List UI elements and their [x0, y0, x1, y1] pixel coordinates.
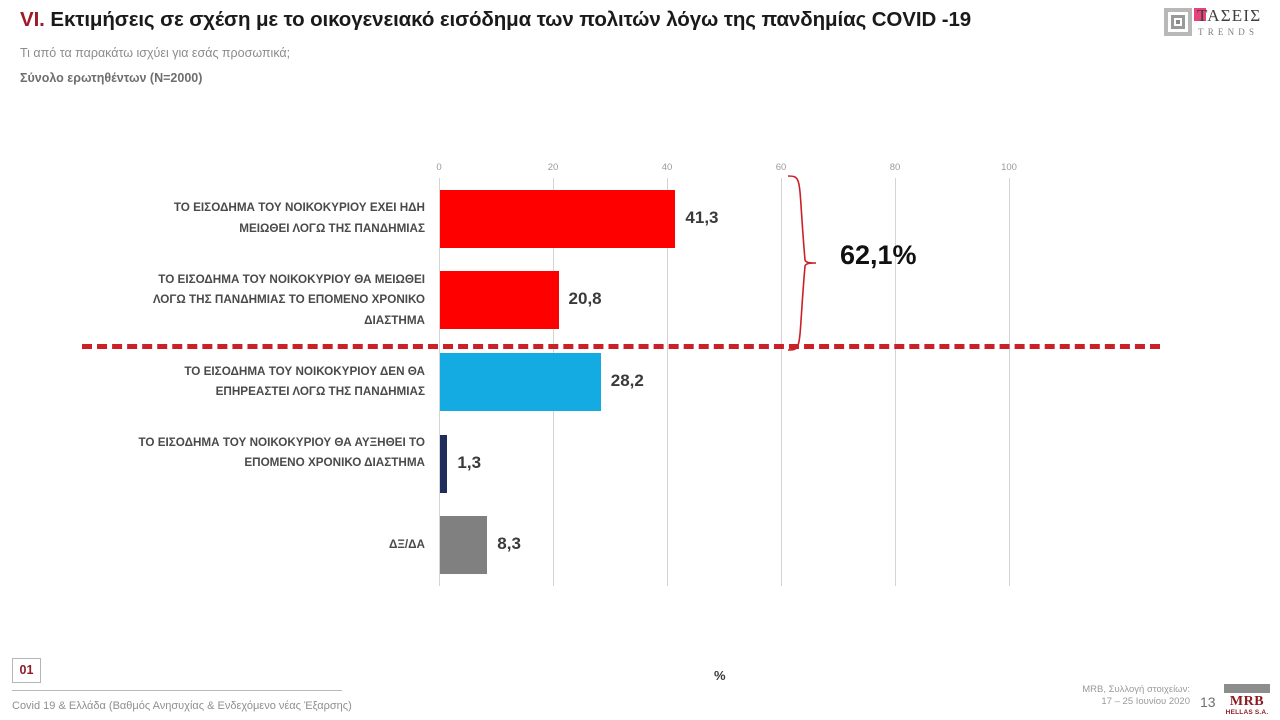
x-axis-tick-label: 60: [775, 162, 787, 173]
logo-square-icon: [1164, 8, 1192, 36]
bar-value-label: 1,3: [457, 452, 482, 472]
category-label: ΤΟ ΕΙΣΟΔΗΜΑ ΤΟΥ ΝΟΙΚΟΚΥΡΙΟΥ ΔΕΝ ΘΑ ΕΠΗΡΕ…: [184, 364, 425, 399]
gridline: [781, 178, 782, 586]
bar-value-label: 8,3: [497, 534, 521, 554]
logo-accent-bar: [1194, 8, 1206, 21]
gridline: [895, 178, 896, 586]
mrb-hellas-logo: MRB HELLAS S.A.: [1222, 684, 1272, 716]
category-label: ΤΟ ΕΙΣΟΔΗΜΑ ΤΟΥ ΝΟΙΚΟΚΥΡΙΟΥ ΘΑ ΜΕΙΩΘΕΙ Λ…: [152, 272, 425, 327]
x-axis-tick-label: 0: [436, 162, 442, 173]
subtitle: Τι από τα παρακάτω ισχύει για εσάς προσω…: [20, 46, 291, 60]
footer-source: MRB, Συλλογή στοιχείων: 17 – 25 Ιουνίου …: [1040, 684, 1190, 708]
x-axis-tick-label: 40: [661, 162, 673, 173]
x-axis-tick-label: 20: [547, 162, 559, 173]
bar-value-label: 28,2: [610, 371, 644, 390]
bar: [440, 189, 676, 248]
page-title: VI. Εκτιμήσεις σε σχέση με το οικογενεια…: [20, 8, 971, 32]
title-numeral: VI.: [20, 8, 45, 31]
source-line-1: MRB, Συλλογή στοιχείων:: [1082, 684, 1190, 695]
plot-area: 0 20 40 60 80 100 41,3 20,8 28,2 1,3 8,3: [436, 162, 1066, 586]
category-label: ΔΞ/ΔΑ: [388, 537, 425, 551]
page-number: 13: [1200, 694, 1216, 710]
bar-chart: ΤΟ ΕΙΣΟΔΗΜΑ ΤΟΥ ΝΟΙΚΟΚΥΡΙΟΥ ΕΧΕΙ ΗΔΗ ΜΕΙ…: [0, 160, 1280, 590]
category-label: ΤΟ ΕΙΣΟΔΗΜΑ ΤΟΥ ΝΟΙΚΟΚΥΡΙΟΥ ΕΧΕΙ ΗΔΗ ΜΕΙ…: [173, 201, 425, 235]
footer-divider: [12, 690, 342, 691]
group-brace-annotation: [785, 174, 825, 354]
logo-secondary-text: TRENDS: [1198, 27, 1259, 37]
bar-value-label: 20,8: [568, 289, 602, 309]
section-badge: 01: [12, 658, 41, 683]
gridline: [1009, 178, 1010, 586]
gridline: [667, 178, 668, 586]
mrb-logo-text: MRB: [1229, 694, 1265, 709]
dashed-separator-line: [82, 344, 1160, 349]
mrb-logo-bar: [1224, 684, 1270, 693]
group-total-value: 62,1%: [840, 240, 917, 270]
axis-unit-label: %: [714, 668, 726, 683]
logo-primary-text: ΤΑΣΕΙΣ: [1197, 6, 1262, 25]
footer-caption: Covid 19 & Ελλάδα (Βαθμός Ανησυχίας & Εν…: [12, 700, 352, 712]
source-line-2: 17 – 25 Ιουνίου 2020: [1101, 696, 1190, 707]
sample-size-label: Σύνολο ερωτηθέντων (Ν=2000): [20, 71, 203, 85]
bar: [440, 434, 448, 493]
bar-value-label: 41,3: [685, 207, 719, 227]
x-axis-tick-label: 80: [889, 162, 901, 173]
title-text: Εκτιμήσεις σε σχέση με το οικογενειακό ε…: [50, 8, 972, 31]
brace-icon: [787, 175, 817, 351]
bar: [440, 353, 601, 411]
x-axis-tick-label: 100: [1001, 162, 1017, 173]
bar: [440, 271, 559, 330]
taseis-trends-logo: ΤΑΣΕΙΣ TRENDS: [1164, 6, 1270, 44]
category-labels-column: ΤΟ ΕΙΣΟΔΗΜΑ ΤΟΥ ΝΟΙΚΟΚΥΡΙΟΥ ΕΧΕΙ ΗΔΗ ΜΕΙ…: [120, 178, 425, 586]
bar: [440, 516, 488, 575]
category-label: ΤΟ ΕΙΣΟΔΗΜΑ ΤΟΥ ΝΟΙΚΟΚΥΡΙΟΥ ΘΑ ΑΥΞΗΘΕΙ Τ…: [138, 435, 425, 470]
gridline: [439, 178, 440, 586]
mrb-logo-subtext: HELLAS S.A.: [1225, 709, 1269, 716]
